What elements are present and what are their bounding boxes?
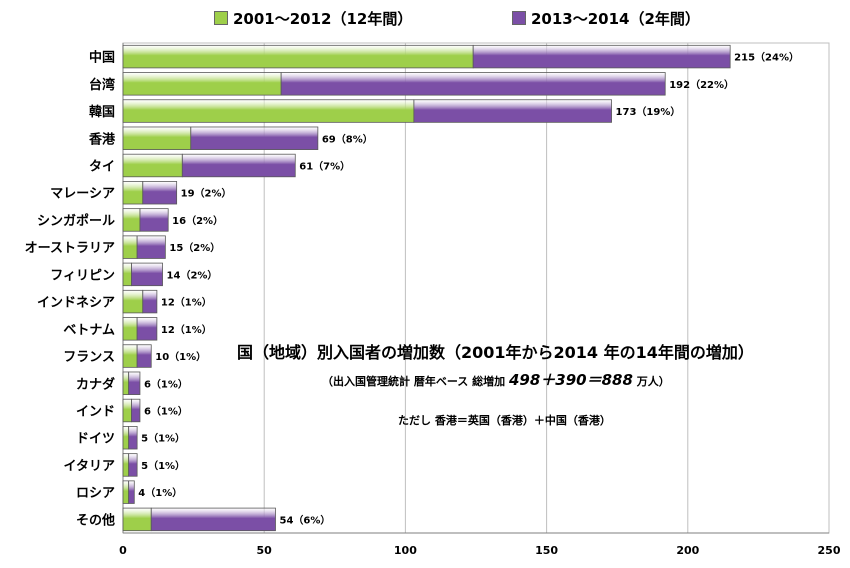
bar-2013-2014-11 bbox=[136, 344, 152, 368]
data-label-0: 215（24%） bbox=[734, 51, 799, 64]
data-label-16: 4（1%） bbox=[138, 486, 182, 499]
x-tick-label-250: 250 bbox=[818, 544, 841, 557]
data-label-11: 10（1%） bbox=[155, 350, 206, 363]
bar-2001-2012-1 bbox=[122, 72, 282, 96]
bar-2013-2014-16 bbox=[128, 480, 135, 504]
category-label-16: ロシア bbox=[76, 486, 115, 501]
legend-swatch-purple bbox=[512, 11, 526, 25]
data-label-10: 12（1%） bbox=[161, 323, 212, 336]
category-label-12: カナダ bbox=[76, 376, 115, 392]
legend-item-2001-2012: 2001～2012（12年間） bbox=[214, 8, 412, 29]
bar-2001-2012-5 bbox=[122, 181, 144, 205]
category-label-10: ベトナム bbox=[63, 323, 115, 338]
bar-2001-2012-4 bbox=[122, 153, 183, 178]
category-label-9: インドネシア bbox=[37, 296, 115, 311]
category-label-1: 台湾 bbox=[89, 77, 115, 93]
bar-2013-2014-12 bbox=[128, 371, 141, 395]
bar-2001-2012-2 bbox=[122, 99, 415, 123]
bar-2001-2012-9 bbox=[122, 289, 144, 314]
category-label-11: フランス bbox=[63, 350, 115, 365]
data-label-3: 69（8%） bbox=[322, 132, 373, 145]
chart-annotation-subtitle: （出入国管理統計 暦年ベース 総増加 498＋390＝888 万人） bbox=[322, 369, 670, 390]
category-label-0: 中国 bbox=[89, 50, 115, 66]
bar-2013-2014-5 bbox=[142, 181, 178, 205]
legend-swatch-green bbox=[214, 11, 228, 25]
category-label-8: フィリピン bbox=[50, 268, 115, 283]
bar-2013-2014-17 bbox=[150, 507, 276, 532]
bar-2001-2012-8 bbox=[122, 262, 132, 287]
category-label-15: イタリア bbox=[64, 459, 115, 474]
bar-2013-2014-15 bbox=[128, 453, 138, 477]
data-label-12: 6（1%） bbox=[144, 377, 188, 390]
data-label-4: 61（7%） bbox=[299, 160, 350, 173]
category-label-13: インド bbox=[76, 405, 115, 420]
bar-2013-2014-7 bbox=[136, 235, 166, 259]
bar-2001-2012-12 bbox=[122, 371, 130, 395]
category-label-5: マレーシア bbox=[50, 187, 115, 202]
data-label-2: 173（19%） bbox=[616, 105, 681, 118]
category-label-2: 韓国 bbox=[89, 104, 115, 120]
bar-2013-2014-4 bbox=[181, 153, 296, 178]
bar-2001-2012-3 bbox=[122, 126, 192, 150]
bar-2001-2012-15 bbox=[122, 453, 130, 477]
bar-2001-2012-10 bbox=[122, 317, 138, 341]
chart-annotation-note: ただし 香港＝英国（香港）＋中国（香港） bbox=[398, 414, 611, 427]
bar-2001-2012-14 bbox=[122, 426, 130, 450]
bar-2013-2014-0 bbox=[472, 44, 731, 69]
x-tick-label-0: 0 bbox=[119, 544, 127, 557]
bar-2013-2014-6 bbox=[139, 208, 169, 232]
category-label-6: シンガポール bbox=[37, 213, 115, 229]
data-label-9: 12（1%） bbox=[161, 296, 212, 309]
data-label-5: 19（2%） bbox=[181, 187, 232, 200]
category-label-4: タイ bbox=[89, 160, 115, 175]
bar-2013-2014-14 bbox=[128, 426, 138, 450]
category-label-3: 香港 bbox=[88, 131, 116, 147]
subtitle-prefix: （出入国管理統計 暦年ベース 総増加 bbox=[322, 375, 509, 388]
bar-2013-2014-8 bbox=[131, 262, 163, 287]
legend-label-2001-2012: 2001～2012（12年間） bbox=[233, 10, 413, 28]
x-tick-label-200: 200 bbox=[676, 544, 699, 557]
category-label-17: その他 bbox=[76, 512, 115, 528]
bar-2001-2012-11 bbox=[122, 344, 138, 368]
x-tick-label-50: 50 bbox=[257, 544, 273, 557]
bar-2013-2014-2 bbox=[413, 99, 612, 123]
category-label-7: オーストラリア bbox=[25, 241, 115, 256]
bar-2001-2012-6 bbox=[122, 208, 141, 232]
bar-2013-2014-1 bbox=[280, 72, 666, 96]
data-label-14: 5（1%） bbox=[141, 432, 185, 445]
x-tick-label-150: 150 bbox=[535, 544, 558, 557]
category-label-14: ドイツ bbox=[76, 432, 115, 447]
data-label-1: 192（22%） bbox=[669, 78, 734, 91]
bar-2001-2012-0 bbox=[122, 44, 474, 69]
chart-annotation-title: 国（地域）別入国者の増加数（2001年から2014 年の14年間の増加） bbox=[237, 343, 754, 362]
bar-2013-2014-10 bbox=[136, 317, 158, 341]
legend-item-2013-2014: 2013～2014（2年間） bbox=[512, 8, 700, 29]
bar-2013-2014-3 bbox=[190, 126, 319, 150]
bar-2013-2014-9 bbox=[142, 289, 158, 314]
legend-label-2013-2014: 2013～2014（2年間） bbox=[531, 10, 700, 28]
data-label-17: 54（6%） bbox=[279, 513, 330, 526]
data-label-13: 6（1%） bbox=[144, 405, 188, 418]
data-label-15: 5（1%） bbox=[141, 459, 185, 472]
subtitle-formula: 498＋390＝888 bbox=[508, 371, 633, 389]
bar-2013-2014-13 bbox=[131, 398, 141, 423]
bar-2001-2012-7 bbox=[122, 235, 138, 259]
bar-2001-2012-16 bbox=[122, 480, 130, 504]
data-label-6: 16（2%） bbox=[172, 214, 223, 227]
data-label-8: 14（2%） bbox=[167, 268, 218, 281]
subtitle-unit: 万人） bbox=[632, 375, 670, 388]
bar-2001-2012-13 bbox=[122, 398, 132, 423]
bar-2001-2012-17 bbox=[122, 507, 152, 532]
x-tick-label-100: 100 bbox=[394, 544, 417, 557]
data-label-7: 15（2%） bbox=[169, 241, 220, 254]
